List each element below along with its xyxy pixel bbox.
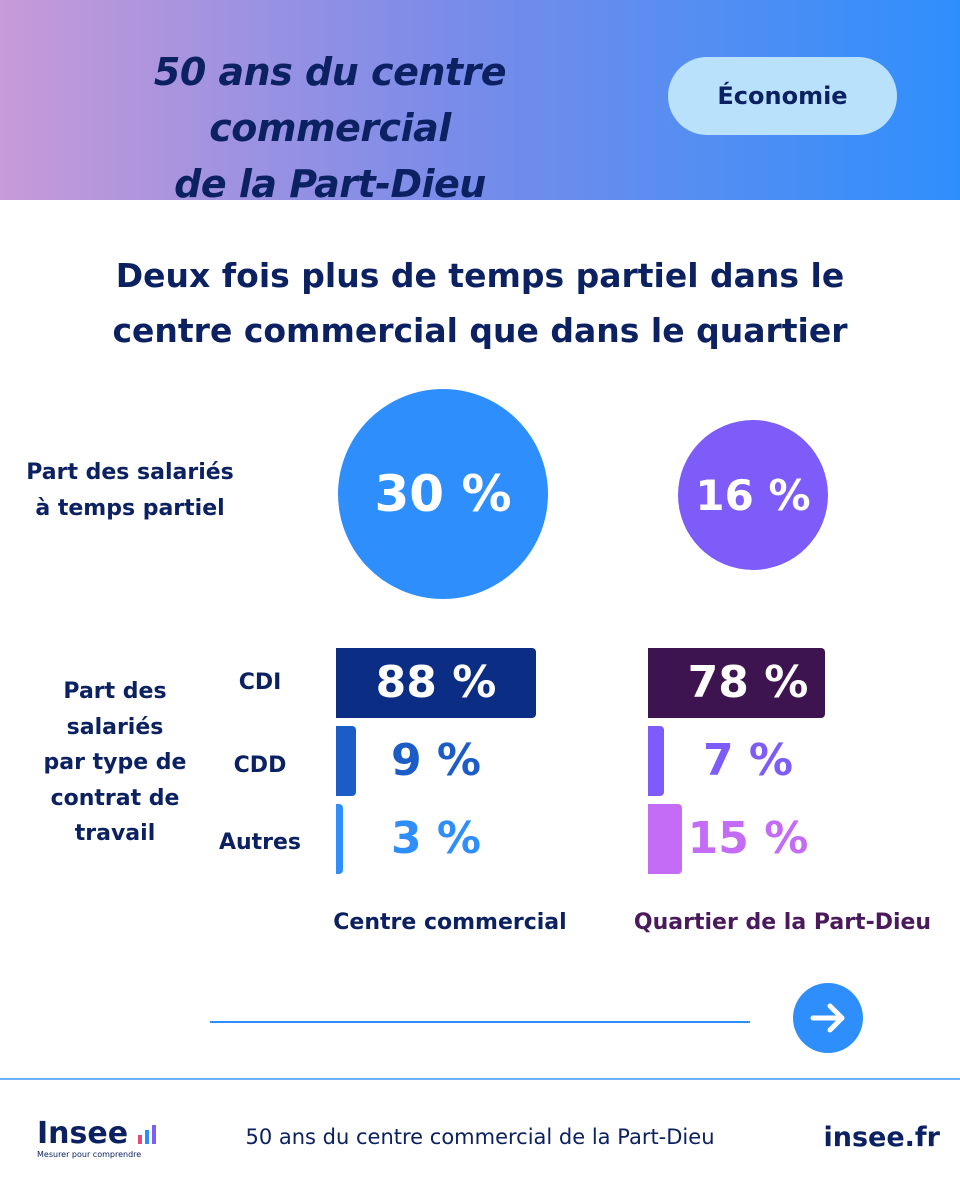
value-label-cdd: 9 % bbox=[390, 735, 482, 786]
progress-divider bbox=[210, 1021, 750, 1023]
contract-label-line: travail bbox=[74, 821, 156, 846]
contract-label-line: salariés bbox=[66, 714, 164, 740]
bar-quartier-de-la-part-dieu-cdi bbox=[648, 648, 825, 718]
header-banner: 50 ans du centre commercial de la Part-D… bbox=[0, 0, 960, 206]
contract-label-line: Part des bbox=[63, 679, 167, 704]
contract-label-line: par type de bbox=[43, 750, 187, 775]
part-time-circle-quartier: 16 % bbox=[678, 420, 828, 570]
main-title-line1: Deux fois plus de temps partiel dans le bbox=[115, 256, 845, 295]
bar-quartier-de-la-part-dieu-autres bbox=[648, 804, 682, 874]
next-button[interactable] bbox=[793, 983, 863, 1053]
main-title-line2: centre commercial que dans le quartier bbox=[112, 311, 848, 350]
footer-caption: 50 ans du centre commercial de la Part-D… bbox=[245, 1125, 715, 1149]
contract-type-label: Part des salariés par type de contrat de… bbox=[20, 674, 210, 852]
header-title-line2: de la Part-Dieu bbox=[174, 162, 486, 206]
value-label-autres: 15 % bbox=[687, 813, 809, 864]
category-tag[interactable]: Économie bbox=[668, 57, 897, 135]
series-label-quartier: Quartier de la Part-Dieu bbox=[633, 910, 932, 935]
header-title-line1: 50 ans du centre commercial bbox=[153, 50, 507, 150]
insee-logo[interactable]: Insee Mesurer pour comprendre bbox=[37, 1118, 167, 1163]
category-label-cdi: CDI bbox=[238, 670, 282, 695]
part-time-circle-centre: 30 % bbox=[338, 389, 548, 599]
arrow-right-icon bbox=[810, 1003, 845, 1033]
bar-centre-commercial-autres bbox=[336, 804, 343, 874]
series-label-centre: Centre commercial bbox=[333, 910, 567, 935]
logo-bars-icon bbox=[138, 1125, 156, 1144]
logo-wordmark: Insee bbox=[37, 1116, 129, 1151]
logo-tagline: Mesurer pour comprendre bbox=[37, 1150, 142, 1159]
footer-url-link[interactable]: insee.fr bbox=[823, 1122, 941, 1153]
header-title: 50 ans du centre commercial de la Part-D… bbox=[30, 44, 630, 212]
part-time-label-line1: Part des salariés bbox=[26, 460, 234, 485]
footer-divider bbox=[0, 1078, 960, 1080]
value-label-cdd: 7 % bbox=[702, 735, 794, 786]
bar-quartier-de-la-part-dieu-cdd bbox=[648, 726, 664, 796]
contract-label-line: contrat de bbox=[50, 785, 180, 811]
bar-centre-commercial-cdd bbox=[336, 726, 356, 796]
part-time-label-line2: à temps partiel bbox=[35, 496, 225, 521]
part-time-label: Part des salariés à temps partiel bbox=[10, 455, 250, 527]
category-label-autres: Autres bbox=[218, 830, 302, 855]
bar-centre-commercial-cdi bbox=[336, 648, 536, 718]
main-title: Deux fois plus de temps partiel dans le … bbox=[60, 248, 900, 358]
value-label-autres: 3 % bbox=[390, 813, 482, 864]
value-label-cdi: 78 % bbox=[687, 657, 809, 708]
category-label-cdd: CDD bbox=[233, 753, 287, 778]
value-label-cdi: 88 % bbox=[375, 657, 497, 708]
